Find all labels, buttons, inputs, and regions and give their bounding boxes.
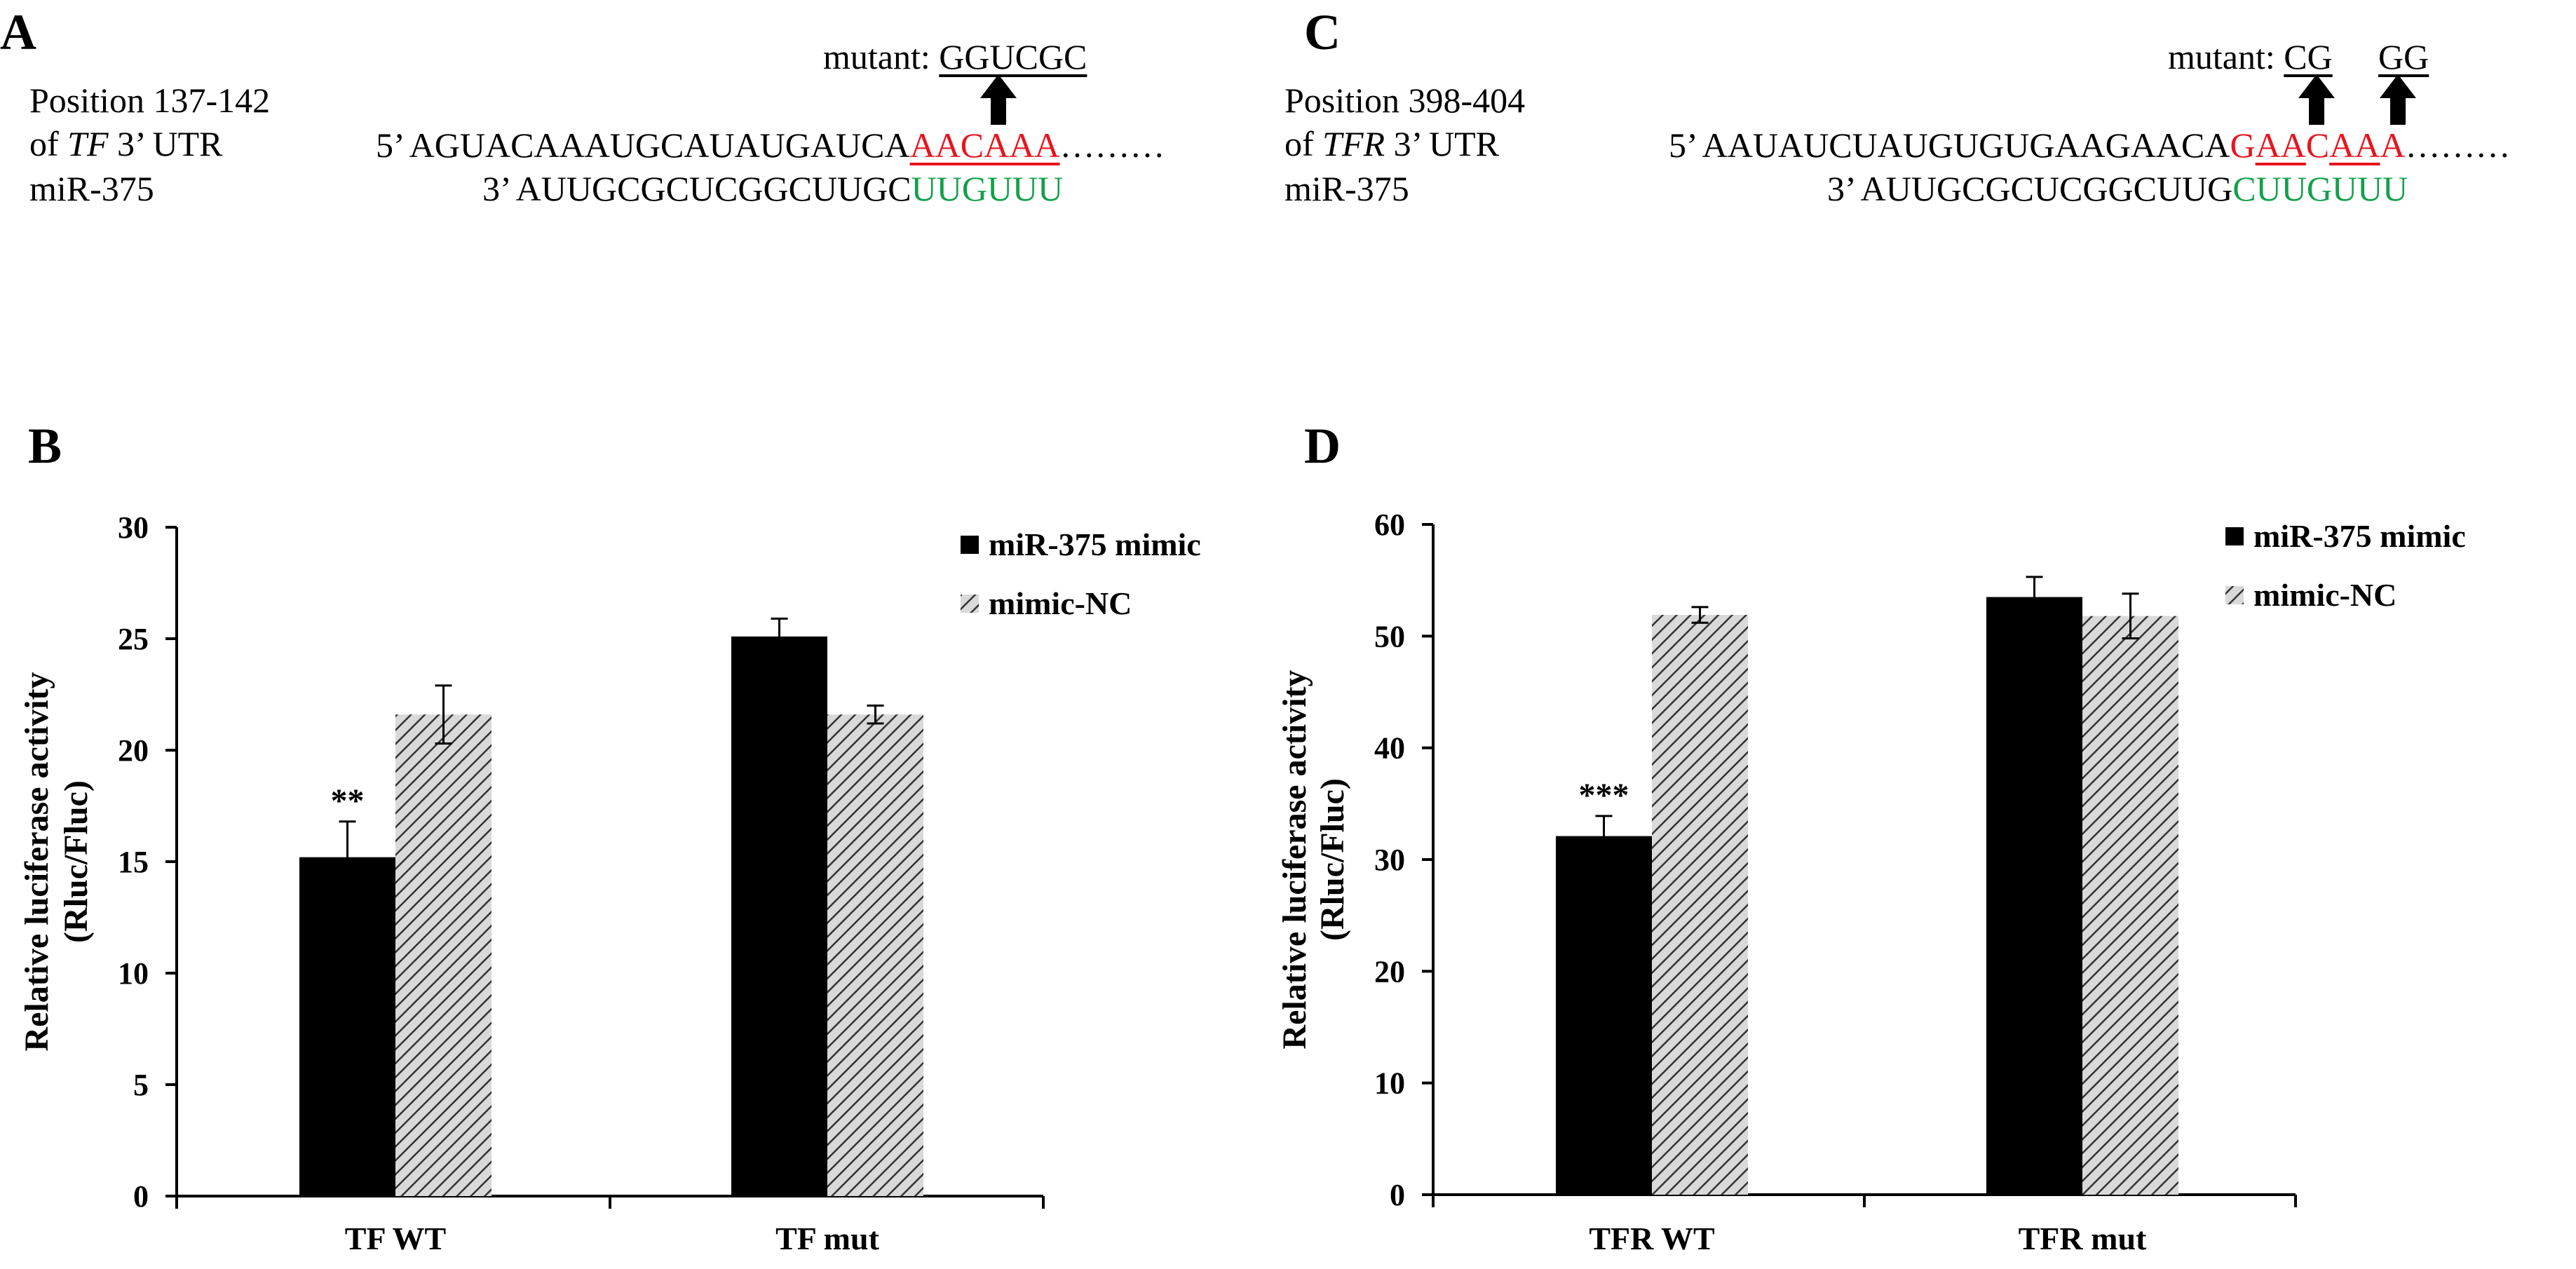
category-label: TFR mut: [2019, 1221, 2147, 1256]
mirna-prefix-a: 3’ AUUGCGCUCGGCUUGC: [482, 169, 911, 208]
position-line-c: Position 398-404: [1284, 81, 1526, 120]
mutant-label-c: mutant: CG: [2168, 39, 2333, 74]
y-tick-label: 10: [1374, 1066, 1405, 1101]
mutant-sequence-c2: GG: [2378, 37, 2429, 76]
y-tick-label: 10: [118, 956, 149, 991]
tfr-utr-ellipsis: ………: [2405, 125, 2511, 165]
y-tick-label: 0: [1390, 1178, 1405, 1212]
y-tick-label: 25: [118, 622, 149, 656]
bar-mimic-nc: [827, 714, 923, 1196]
position-line-a: Position 137-142: [29, 81, 271, 120]
tfr-site-mutated-1: AA: [2255, 125, 2306, 165]
y-tick-label: 20: [1374, 954, 1405, 989]
legend-swatch: [2225, 527, 2244, 545]
tf-utr-ellipsis: ………: [1059, 125, 1165, 165]
bar-mimic-nc: [1652, 615, 1748, 1195]
gene-name-tf: TF: [67, 124, 109, 163]
mutant-label-a: mutant: GGUCGC: [823, 39, 1087, 74]
utr-label-prefix: of: [1284, 124, 1323, 163]
panel-letter-c: C: [1304, 4, 1341, 60]
y-tick-label: 5: [133, 1068, 149, 1102]
y-axis-label-units: (Rluc/Fluc): [57, 780, 95, 943]
mutation-arrow-icon: [2298, 74, 2335, 125]
mirna-sequence-c: 3’ AUUGCGCUCGGCUUGCUUGUUU: [1827, 171, 2408, 206]
y-tick-label: 15: [118, 845, 149, 879]
y-tick-label: 20: [118, 733, 149, 768]
bar-mimic: [1986, 597, 2082, 1195]
mutation-arrow-icon: [980, 74, 1017, 125]
mirna-seed-c: CUUGUUU: [2232, 169, 2408, 208]
bar-mimic-nc: [2082, 616, 2178, 1195]
legend-swatch: [2225, 586, 2244, 604]
tfr-site-mutated-2: AA: [2329, 125, 2380, 165]
mirna-sequence-a: 3’ AUUGCGCUCGGCUUGCUUGUUU: [482, 171, 1063, 206]
y-axis-label: Relative luciferase activity: [1276, 670, 1313, 1049]
y-axis-label-units: (Rluc/Fluc): [1314, 778, 1351, 941]
tfr-site-part: A: [2380, 125, 2406, 165]
y-tick-label: 40: [1374, 731, 1405, 766]
legend-swatch: [961, 595, 979, 613]
utr-label-prefix: of: [29, 124, 68, 163]
tfr-site-part: C: [2305, 125, 2330, 165]
mirna-label-a: miR-375: [29, 169, 154, 208]
category-label: TF WT: [345, 1221, 446, 1256]
mirna-seed-a: UUGUUU: [911, 169, 1064, 208]
legend-label: miR-375 mimic: [989, 527, 1201, 562]
category-label: TFR WT: [1589, 1221, 1714, 1256]
panel-letter-a: A: [0, 4, 36, 60]
tfr-site-part: G: [2230, 125, 2256, 165]
bar-mimic: [731, 636, 827, 1196]
tfr-utr-sequence: 5’ AAUAUCUAUGUGUGAAGAACAGAACAAA………: [1669, 128, 2510, 163]
mirna-prefix-c: 3’ AUUGCGCUCGGCUUG: [1827, 169, 2233, 208]
legend-label: miR-375 mimic: [2253, 518, 2466, 554]
bar-mimic-nc: [395, 714, 492, 1196]
mirna-label-c: miR-375: [1284, 169, 1409, 208]
panel-letter-b: B: [28, 418, 62, 474]
tf-binding-site: AACAAA: [909, 125, 1060, 165]
mutant-sequence-c1: CG: [2284, 37, 2333, 76]
mutant-sequence-a: GGUCGC: [939, 37, 1087, 76]
category-label: TF mut: [775, 1221, 879, 1256]
bar-mimic: [299, 857, 395, 1196]
mutant-prefix: mutant:: [2168, 37, 2284, 76]
y-axis-label: Relative luciferase activity: [18, 672, 55, 1051]
mutation-arrow-icon: [2380, 74, 2416, 125]
panel-letter-d: D: [1304, 418, 1341, 474]
mutant-label-c2: GG: [2378, 39, 2429, 74]
tf-utr-prefix: 5’ AGUACAAAUGCAUAUGAUCA: [376, 125, 910, 165]
utr-label-suffix: 3’ UTR: [108, 124, 223, 163]
y-tick-label: 0: [133, 1179, 149, 1214]
tfr-utr-prefix: 5’ AAUAUCUAUGUGUGAAGAACA: [1669, 125, 2230, 165]
significance-marker: ***: [1579, 777, 1629, 814]
legend-swatch: [961, 536, 979, 554]
legend-label: mimic-NC: [2253, 577, 2397, 613]
gene-name-tfr: TFR: [1322, 124, 1385, 163]
tf-utr-sequence: 5’ AGUACAAAUGCAUAUGAUCAAACAAA………: [376, 128, 1165, 163]
mutant-prefix: mutant:: [823, 37, 940, 76]
y-tick-label: 30: [1374, 843, 1405, 877]
significance-marker: **: [331, 782, 365, 820]
legend-label: mimic-NC: [989, 585, 1132, 621]
y-tick-label: 30: [118, 510, 149, 545]
utr-label-c: of TFR 3’ UTR: [1284, 126, 1499, 161]
bar-mimic: [1556, 836, 1652, 1195]
utr-label-a: of TF 3’ UTR: [29, 126, 222, 161]
utr-label-suffix: 3’ UTR: [1385, 124, 1500, 163]
y-tick-label: 50: [1374, 619, 1405, 653]
y-tick-label: 60: [1374, 508, 1405, 542]
